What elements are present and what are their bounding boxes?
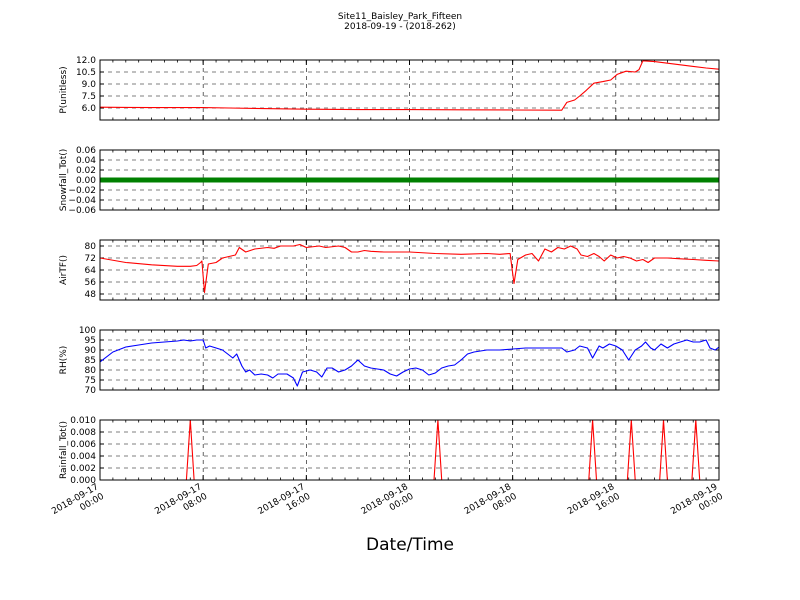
y-tick-label: 100	[79, 326, 96, 336]
panel-3: 48 56 64 72 80 AirTF()	[59, 239, 720, 301]
y-tick-label: 6.0	[82, 104, 97, 114]
series-line-3	[100, 243, 719, 294]
panels-group: 6.0 7.5 9.0 10.5 12.0 P(unitless) −0.06−0.04−0…	[59, 56, 720, 486]
panel-5: 0.000 0.002 0.004 0.006 0.008 0.010Rainfall_T…	[59, 416, 720, 486]
panel-frame	[99, 239, 720, 301]
y-axis-label: Snowfall_Tot()	[59, 149, 69, 212]
chart-subtitle: 2018-09-19 - (2018-262)	[344, 22, 456, 32]
series-line-4	[100, 339, 719, 387]
y-tick-label: 7.5	[82, 92, 96, 102]
panel-frame	[99, 419, 720, 481]
y-axis-label: P(unitless)	[59, 66, 69, 113]
y-tick-label: 0.008	[70, 428, 96, 438]
y-tick-label: 75	[85, 376, 96, 386]
y-tick-label: 64	[85, 266, 97, 276]
panel-frame	[99, 329, 720, 391]
y-tick-label: 90	[85, 346, 97, 356]
panel-frame	[99, 59, 720, 121]
panel-1: 6.0 7.5 9.0 10.5 12.0 P(unitless)	[59, 56, 720, 121]
y-tick-label: 0.006	[70, 440, 96, 450]
y-tick-label: 9.0	[82, 80, 97, 90]
y-tick-label: 0.00	[76, 176, 96, 186]
y-tick-label: 10.5	[76, 68, 96, 78]
panel-frame	[99, 149, 720, 211]
y-axis-label: Rainfall_Tot()	[59, 421, 69, 479]
y-tick-label: 80	[85, 366, 97, 376]
y-tick-label: 95	[85, 336, 96, 346]
y-tick-label: 0.004	[70, 452, 96, 462]
y-tick-label: 0.010	[70, 416, 96, 426]
y-tick-label: 0.002	[70, 464, 96, 474]
y-tick-label: 12.0	[76, 56, 96, 66]
y-tick-label: 48	[85, 290, 97, 300]
y-axis-label: AirTF()	[59, 255, 69, 285]
x-axis-label: Date/Time	[366, 535, 454, 555]
y-axis-label: RH(%)	[59, 346, 69, 375]
y-tick-label: 0.04	[76, 156, 96, 166]
series-line-1	[100, 60, 719, 111]
y-tick-label: −0.02	[68, 186, 96, 196]
chart-title: Site11_Baisley_Park_Fifteen	[338, 12, 462, 22]
y-tick-label: −0.06	[68, 206, 96, 216]
y-tick-label: 80	[85, 242, 97, 252]
y-tick-label: 0.06	[76, 146, 96, 156]
y-tick-label: 85	[85, 356, 96, 366]
y-tick-label: 0.02	[76, 166, 96, 176]
panel-2: −0.06−0.04−0.020.000.020.040.06 Snowfall_…	[59, 146, 720, 216]
y-tick-label: 70	[85, 386, 97, 396]
y-tick-label: 56	[85, 278, 97, 288]
y-tick-label: −0.04	[68, 196, 96, 206]
y-tick-label: 72	[85, 254, 96, 264]
y-tick-label: 0.000	[70, 476, 96, 486]
